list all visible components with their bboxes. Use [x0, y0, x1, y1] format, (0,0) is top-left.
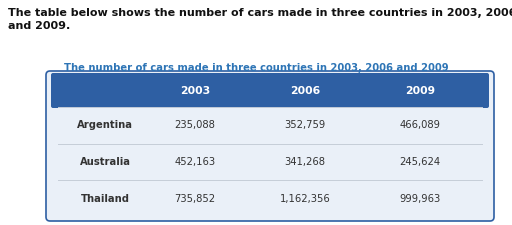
- Text: 452,163: 452,163: [175, 157, 216, 167]
- Text: 235,088: 235,088: [175, 120, 216, 130]
- Text: 466,089: 466,089: [399, 120, 440, 130]
- Text: 352,759: 352,759: [284, 120, 326, 130]
- Text: Argentina: Argentina: [77, 120, 133, 130]
- Text: 1,162,356: 1,162,356: [280, 194, 330, 204]
- Text: 341,268: 341,268: [285, 157, 326, 167]
- Text: 245,624: 245,624: [399, 157, 440, 167]
- FancyBboxPatch shape: [51, 73, 489, 108]
- Text: 999,963: 999,963: [399, 194, 441, 204]
- Text: 2006: 2006: [290, 86, 320, 96]
- Text: 2003: 2003: [180, 86, 210, 96]
- Text: The number of cars made in three countries in 2003, 2006 and 2009: The number of cars made in three countri…: [63, 63, 449, 73]
- Text: The table below shows the number of cars made in three countries in 2003, 2006: The table below shows the number of cars…: [8, 8, 512, 18]
- Text: and 2009.: and 2009.: [8, 21, 70, 31]
- FancyBboxPatch shape: [46, 71, 494, 221]
- Text: 735,852: 735,852: [175, 194, 216, 204]
- Text: 2009: 2009: [405, 86, 435, 96]
- Text: Thailand: Thailand: [80, 194, 130, 204]
- Text: Australia: Australia: [79, 157, 131, 167]
